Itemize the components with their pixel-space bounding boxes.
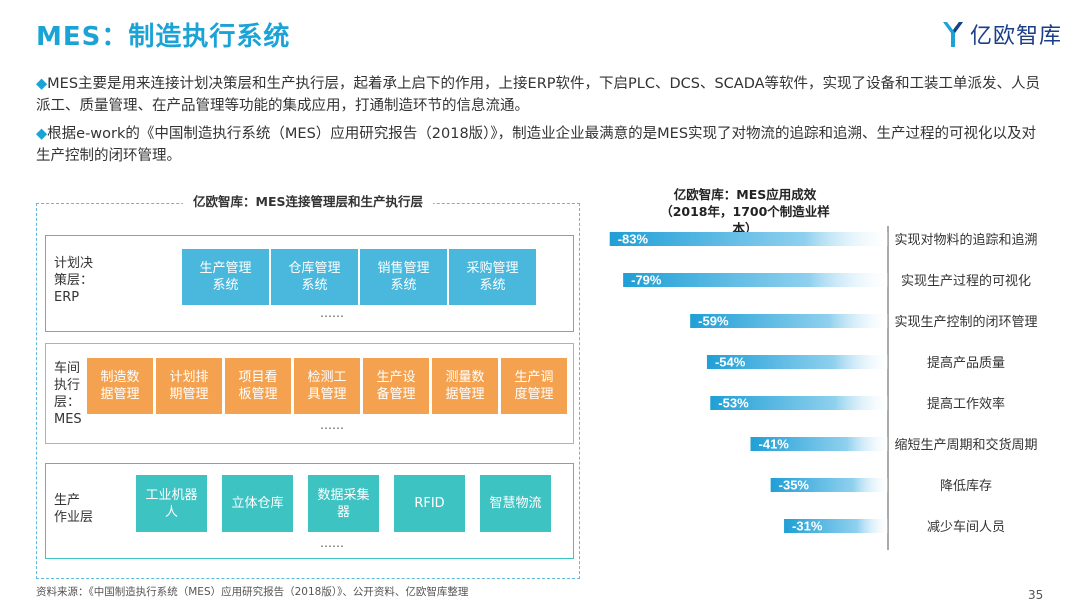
bar-value-label: -53%: [718, 396, 749, 411]
category-label: 减少车间人员: [927, 519, 1005, 535]
module-box: 生产设 备管理: [363, 358, 429, 414]
bar: [690, 314, 888, 328]
module-box: RFID: [394, 475, 465, 532]
category-label: 提高工作效率: [927, 396, 1005, 412]
bar-value-label: -83%: [618, 232, 649, 247]
yiou-logo-icon: [943, 22, 963, 47]
category-label: 提高产品质量: [927, 355, 1005, 371]
category-label: 实现生产过程的可视化: [901, 273, 1031, 289]
diagram-title-text: 亿欧智库：MES连接管理层和生产执行层: [183, 194, 433, 209]
bullet-text: 根据e-work的《中国制造执行系统（MES）应用研究报告（2018版）》，制造…: [36, 126, 1037, 164]
module-box: 销售管理 系统: [360, 249, 447, 305]
chart-title: 亿欧智库：MES应用成效 （2018年，1700个制造业样本）: [660, 186, 830, 237]
category-label: 缩短生产周期和交货周期: [894, 437, 1037, 453]
module-box: 智慧物流: [480, 475, 551, 532]
diagram-title: 亿欧智库：MES连接管理层和生产执行层: [36, 191, 580, 210]
layer-label-3: 生产 作业层: [54, 493, 94, 525]
more-dots: ……: [320, 306, 344, 320]
bar: [706, 355, 888, 369]
module-box: 制造数 据管理: [87, 358, 153, 414]
module-box: 立体仓库: [222, 475, 293, 532]
bullet-2: ◆根据e-work的《中国制造执行系统（MES）应用研究报告（2018版）》，制…: [36, 123, 1046, 167]
bar: [609, 232, 888, 246]
layer-frame-3: [45, 463, 574, 559]
bar: [710, 396, 888, 410]
layer-label-2: 车间 执行 层： MES: [54, 361, 82, 427]
more-dots: ……: [320, 418, 344, 432]
more-dots: ……: [320, 536, 344, 550]
category-label: 实现生产控制的闭环管理: [894, 314, 1037, 330]
chart-title-main: 亿欧智库：MES应用成效: [673, 187, 817, 202]
bullet-marker: ◆: [36, 76, 48, 92]
bar: [623, 273, 888, 287]
bullet-text: MES主要是用来连接计划决策层和生产执行层，起着承上启下的作用，上接ERP软件，…: [36, 76, 1041, 114]
source-footnote: 资料来源：《中国制造执行系统（MES）应用研究报告（2018版）》、公开资料、亿…: [36, 586, 469, 598]
module-box: 生产调 度管理: [501, 358, 567, 414]
bar-value-label: -31%: [792, 519, 823, 534]
page-number: 35: [1028, 588, 1044, 602]
bar-value-label: -79%: [631, 273, 662, 288]
bar: [784, 519, 888, 533]
module-box: 项目看 板管理: [225, 358, 291, 414]
layer-label-1: 计划决 策层： ERP: [54, 256, 94, 305]
bar-chart: -83% 实现对物料的追踪和追溯 -79% 实现生产过程的可视化 -59% 实现生产控制的…: [609, 226, 1038, 550]
category-label: 实现对物料的追踪和追溯: [894, 232, 1037, 248]
layer-frame-2: [45, 343, 574, 444]
module-box: 数据采集器: [308, 475, 379, 532]
logo-text: 亿欧智库: [970, 24, 1063, 49]
module-box: 仓库管理 系统: [271, 249, 358, 305]
module-box: 工业机器人: [136, 475, 207, 532]
page-title: MES：制造执行系统: [36, 22, 291, 52]
bar: [750, 437, 888, 451]
module-box: 生产管理 系统: [182, 249, 269, 305]
module-box: 检测工 具管理: [294, 358, 360, 414]
module-box: 测量数 据管理: [432, 358, 498, 414]
module-box: 采购管理 系统: [449, 249, 536, 305]
bar-value-label: -54%: [715, 355, 746, 370]
bar: [770, 478, 888, 492]
bar-value-label: -59%: [698, 314, 729, 329]
layer-frame-1: [45, 235, 574, 332]
module-box: 计划排 期管理: [156, 358, 222, 414]
logo: 亿欧智库: [940, 18, 1062, 50]
bullet-1: ◆MES主要是用来连接计划决策层和生产执行层，起着承上启下的作用，上接ERP软件…: [36, 73, 1046, 117]
bar-value-label: -35%: [779, 478, 810, 493]
bullet-marker: ◆: [36, 126, 48, 142]
bar-value-label: -41%: [759, 437, 790, 452]
category-label: 降低库存: [940, 478, 992, 494]
